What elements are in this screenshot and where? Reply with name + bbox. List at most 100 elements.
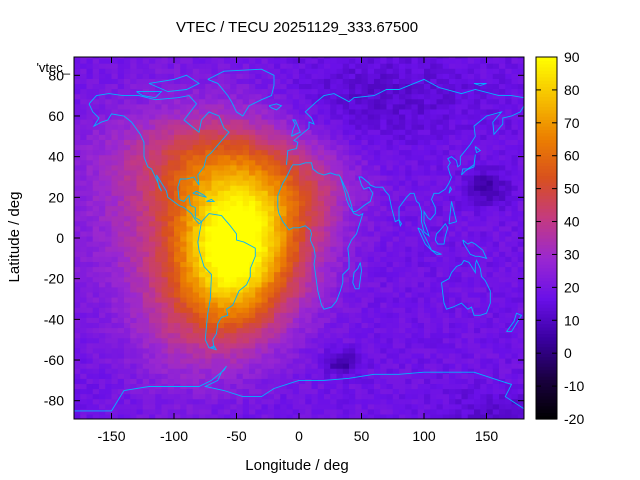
heatmap-cell [261,119,269,125]
heatmap-cell [249,159,256,166]
heatmap-cell [461,246,469,252]
heatmap-cell [180,276,188,283]
heatmap-cell [286,58,294,64]
heatmap-cell [386,124,394,130]
heatmap-cell [374,78,381,85]
heatmap-cell [161,93,169,100]
heatmap-cell [367,363,375,369]
heatmap-cell [224,393,231,400]
heatmap-cell [117,403,125,410]
heatmap-cell [186,88,194,95]
heatmap-cell [117,103,125,110]
heatmap-cell [211,408,219,415]
heatmap-cell [342,154,350,161]
heatmap-cell [136,174,144,181]
heatmap-cell [136,113,144,120]
heatmap-cell [330,205,338,212]
heatmap-cell [117,180,125,186]
heatmap-cell [442,129,450,135]
heatmap-cell [117,383,125,390]
heatmap-cell [467,174,475,181]
heatmap-cell [386,113,394,120]
heatmap-cell [386,93,394,100]
heatmap-cell [380,119,388,125]
heatmap-cell [411,266,419,273]
heatmap-cell [286,210,294,217]
heatmap-cell [386,159,394,166]
heatmap-cell [130,154,138,161]
heatmap-cell [180,98,188,105]
heatmap-cell [180,291,188,298]
heatmap-cell [86,159,94,166]
heatmap-cell [124,261,131,268]
heatmap-cell [242,159,250,166]
heatmap-cell [217,246,225,252]
heatmap-cell [380,73,388,79]
heatmap-cell [124,256,131,262]
heatmap-cell [392,124,400,130]
heatmap-cell [299,368,306,374]
heatmap-cell [505,327,513,334]
heatmap-cell [386,88,394,95]
heatmap-cell [267,200,275,207]
heatmap-cell [411,159,419,166]
heatmap-cell [142,393,150,400]
heatmap-cell [136,251,144,257]
heatmap-cell [99,393,106,400]
heatmap-cell [99,78,106,85]
heatmap-cell [480,352,488,359]
heatmap-cell [274,408,281,415]
heatmap-cell [380,190,388,196]
heatmap-cell [142,235,150,242]
heatmap-cell [417,169,425,176]
heatmap-cell [155,235,163,242]
heatmap-cell [242,225,250,232]
heatmap-cell [142,373,150,379]
heatmap-cell [430,378,438,385]
heatmap-cell [249,88,256,95]
heatmap-cell [499,322,506,329]
heatmap-cell [380,357,388,364]
heatmap-cell [374,235,381,242]
heatmap-cell [236,200,244,207]
heatmap-cell [386,383,394,390]
heatmap-cell [205,164,213,171]
heatmap-cell [486,93,494,100]
heatmap-cell [117,332,125,339]
heatmap-cell [74,134,81,140]
heatmap-cell [199,73,206,79]
heatmap-cell [286,185,294,191]
heatmap-cell [436,388,444,395]
heatmap-cell [461,108,469,115]
heatmap-cell [142,230,150,237]
heatmap-cell [117,174,125,181]
heatmap-cell [130,413,138,419]
heatmap-cell [92,398,100,405]
heatmap-cell [105,266,113,273]
heatmap-cell [336,408,344,415]
heatmap-cell [80,83,88,90]
heatmap-cell [492,220,500,227]
heatmap-cell [205,296,213,303]
heatmap-cell [261,413,269,419]
heatmap-cell [255,83,263,90]
heatmap-cell [492,332,500,339]
heatmap-cell [461,383,469,390]
heatmap-cell [467,317,475,323]
heatmap-cell [492,327,500,334]
heatmap-cell [430,312,438,318]
heatmap-cell [92,108,100,115]
heatmap-cell [349,113,356,120]
heatmap-cell [480,83,488,90]
heatmap-cell [430,113,438,120]
heatmap-cell [336,312,344,318]
heatmap-cell [130,68,138,74]
heatmap-cell [492,98,500,105]
heatmap-cell [217,93,225,100]
heatmap-cell [292,225,300,232]
heatmap-cell [342,124,350,130]
heatmap-cell [467,383,475,390]
heatmap-cell [374,58,381,64]
heatmap-cell [280,113,288,120]
heatmap-cell [286,368,294,374]
